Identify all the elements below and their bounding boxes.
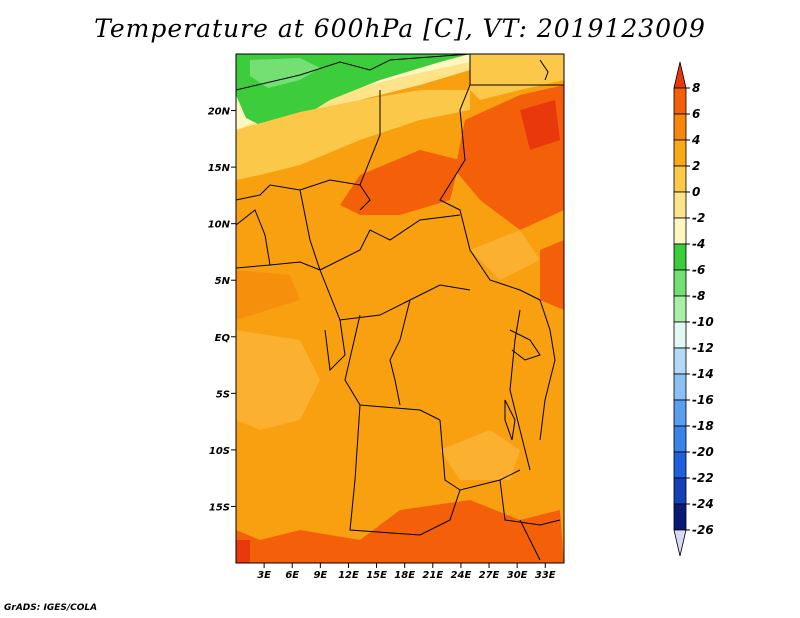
- lon-tick-label: 30E: [507, 570, 528, 581]
- map-frame: [235, 53, 565, 564]
- lake-outline: [504, 399, 516, 441]
- colorbar: 8 6 4 2 0 -2 -4 -6 -8 -10 -12 -14 -16 -18 -20 -22 -24 -26: [673, 61, 714, 557]
- field-cool-west: [236, 330, 320, 430]
- border-line: [319, 269, 471, 321]
- lon-tick-label: 18E: [394, 570, 415, 581]
- colorbar-swatch: [673, 399, 687, 427]
- colorbar-label: -4: [692, 237, 705, 251]
- colorbar-swatch: [673, 451, 687, 479]
- field-warm-east: [540, 240, 564, 310]
- colorbar-label: 8: [692, 81, 700, 95]
- lon-tick-label: 9E: [313, 570, 327, 581]
- colorbar-label: -18: [692, 419, 714, 433]
- border-line: [439, 419, 461, 491]
- field-cool-east: [470, 230, 540, 280]
- colorbar-label: -20: [692, 445, 714, 459]
- colorbar-label: -2: [692, 211, 705, 225]
- field-band-m8: [250, 58, 320, 88]
- lon-tick-label: 24E: [451, 570, 472, 581]
- lat-tick-label: 10S: [209, 446, 230, 457]
- field-band-0: [236, 90, 470, 180]
- lon-tick-label: 6E: [285, 570, 299, 581]
- colorbar-label: -16: [692, 393, 714, 407]
- border-line: [235, 179, 361, 201]
- border-line: [539, 59, 549, 81]
- colorbar-label: 4: [691, 133, 700, 147]
- country-borders: [235, 53, 564, 561]
- border-line: [324, 319, 346, 372]
- lat-tick-label: 10N: [208, 220, 231, 231]
- colorbar-swatch: [673, 165, 687, 193]
- colorbar-swatch: [673, 217, 687, 245]
- colorbar-swatch: [673, 139, 687, 167]
- chart-title: Temperature at 600hPa [C], VT: 201912300…: [94, 14, 706, 43]
- colorbar-label: 0: [692, 185, 700, 199]
- colorbar-swatch: [673, 347, 687, 375]
- field-patch-west: [236, 270, 300, 320]
- lat-tick-label: 20N: [208, 107, 231, 118]
- colorbar-swatch: [673, 243, 687, 271]
- colorbar-swatch: [673, 191, 687, 219]
- border-line: [349, 404, 521, 536]
- border-line: [439, 84, 541, 301]
- lon-tick-label: 15E: [366, 570, 387, 581]
- lon-tick-label: 33E: [535, 570, 556, 581]
- lon-tick-label: 27E: [479, 570, 500, 581]
- border-line: [235, 53, 471, 91]
- colorbar-swatch: [673, 269, 687, 297]
- colorbar-label: -24: [692, 497, 714, 511]
- colorbar-swatch: [673, 321, 687, 349]
- colorbar-swatch: [673, 87, 687, 115]
- border-line: [499, 479, 561, 526]
- border-line: [509, 329, 541, 361]
- field-hot-sw: [236, 540, 250, 563]
- temperature-field: [236, 54, 564, 563]
- field-warm-south: [236, 500, 564, 563]
- colorbar-swatch: [673, 503, 687, 531]
- colorbar-swatch: [673, 477, 687, 505]
- field-band-0-ne: [470, 54, 564, 100]
- colorbar-swatch: [673, 373, 687, 401]
- border-line: [389, 299, 411, 406]
- border-line: [235, 209, 271, 266]
- lat-tick-label: 15S: [209, 502, 230, 513]
- colorbar-label: -12: [692, 341, 714, 355]
- colorbar-label: -26: [692, 523, 714, 537]
- colorbar-label: -8: [692, 289, 705, 303]
- lon-tick-label: 3E: [257, 570, 271, 581]
- lat-tick-label: 5N: [215, 276, 231, 287]
- lon-tick-label: 21E: [422, 570, 443, 581]
- border-line: [509, 309, 531, 471]
- lat-tick-label: 5S: [216, 389, 230, 400]
- colorbar-label: 2: [692, 159, 700, 173]
- colorbar-swatch: [673, 425, 687, 453]
- colorbar-swatch: [673, 113, 687, 141]
- latitude-axis: 20N 15N 10N 5N EQ 5S 10S 15S: [208, 107, 236, 513]
- lat-tick-label: 15N: [208, 163, 231, 174]
- lon-tick-label: 12E: [338, 570, 359, 581]
- colorbar-swatch: [673, 295, 687, 323]
- colorbar-label: 6: [692, 107, 700, 121]
- border-line: [235, 261, 321, 271]
- lat-tick-label: EQ: [215, 333, 231, 344]
- colorbar-label: -14: [692, 367, 714, 381]
- field-cool-se: [440, 430, 520, 480]
- colorbar-label: -22: [692, 471, 714, 485]
- colorbar-cap-bottom: [673, 529, 687, 557]
- border-line: [299, 189, 461, 271]
- border-line: [469, 54, 564, 86]
- footer-credit: GrADS: IGES/COLA: [4, 603, 98, 613]
- colorbar-label: -10: [692, 315, 714, 329]
- border-line: [539, 299, 556, 441]
- field-warm-center: [340, 150, 460, 215]
- colorbar-cap-top: [673, 61, 687, 89]
- colorbar-label: -6: [692, 263, 705, 277]
- border-line: [519, 519, 541, 561]
- field-hot-ne: [520, 100, 560, 150]
- longitude-axis: 3E 6E 9E 12E 15E 18E 21E 24E 27E 30E 33E: [257, 563, 556, 581]
